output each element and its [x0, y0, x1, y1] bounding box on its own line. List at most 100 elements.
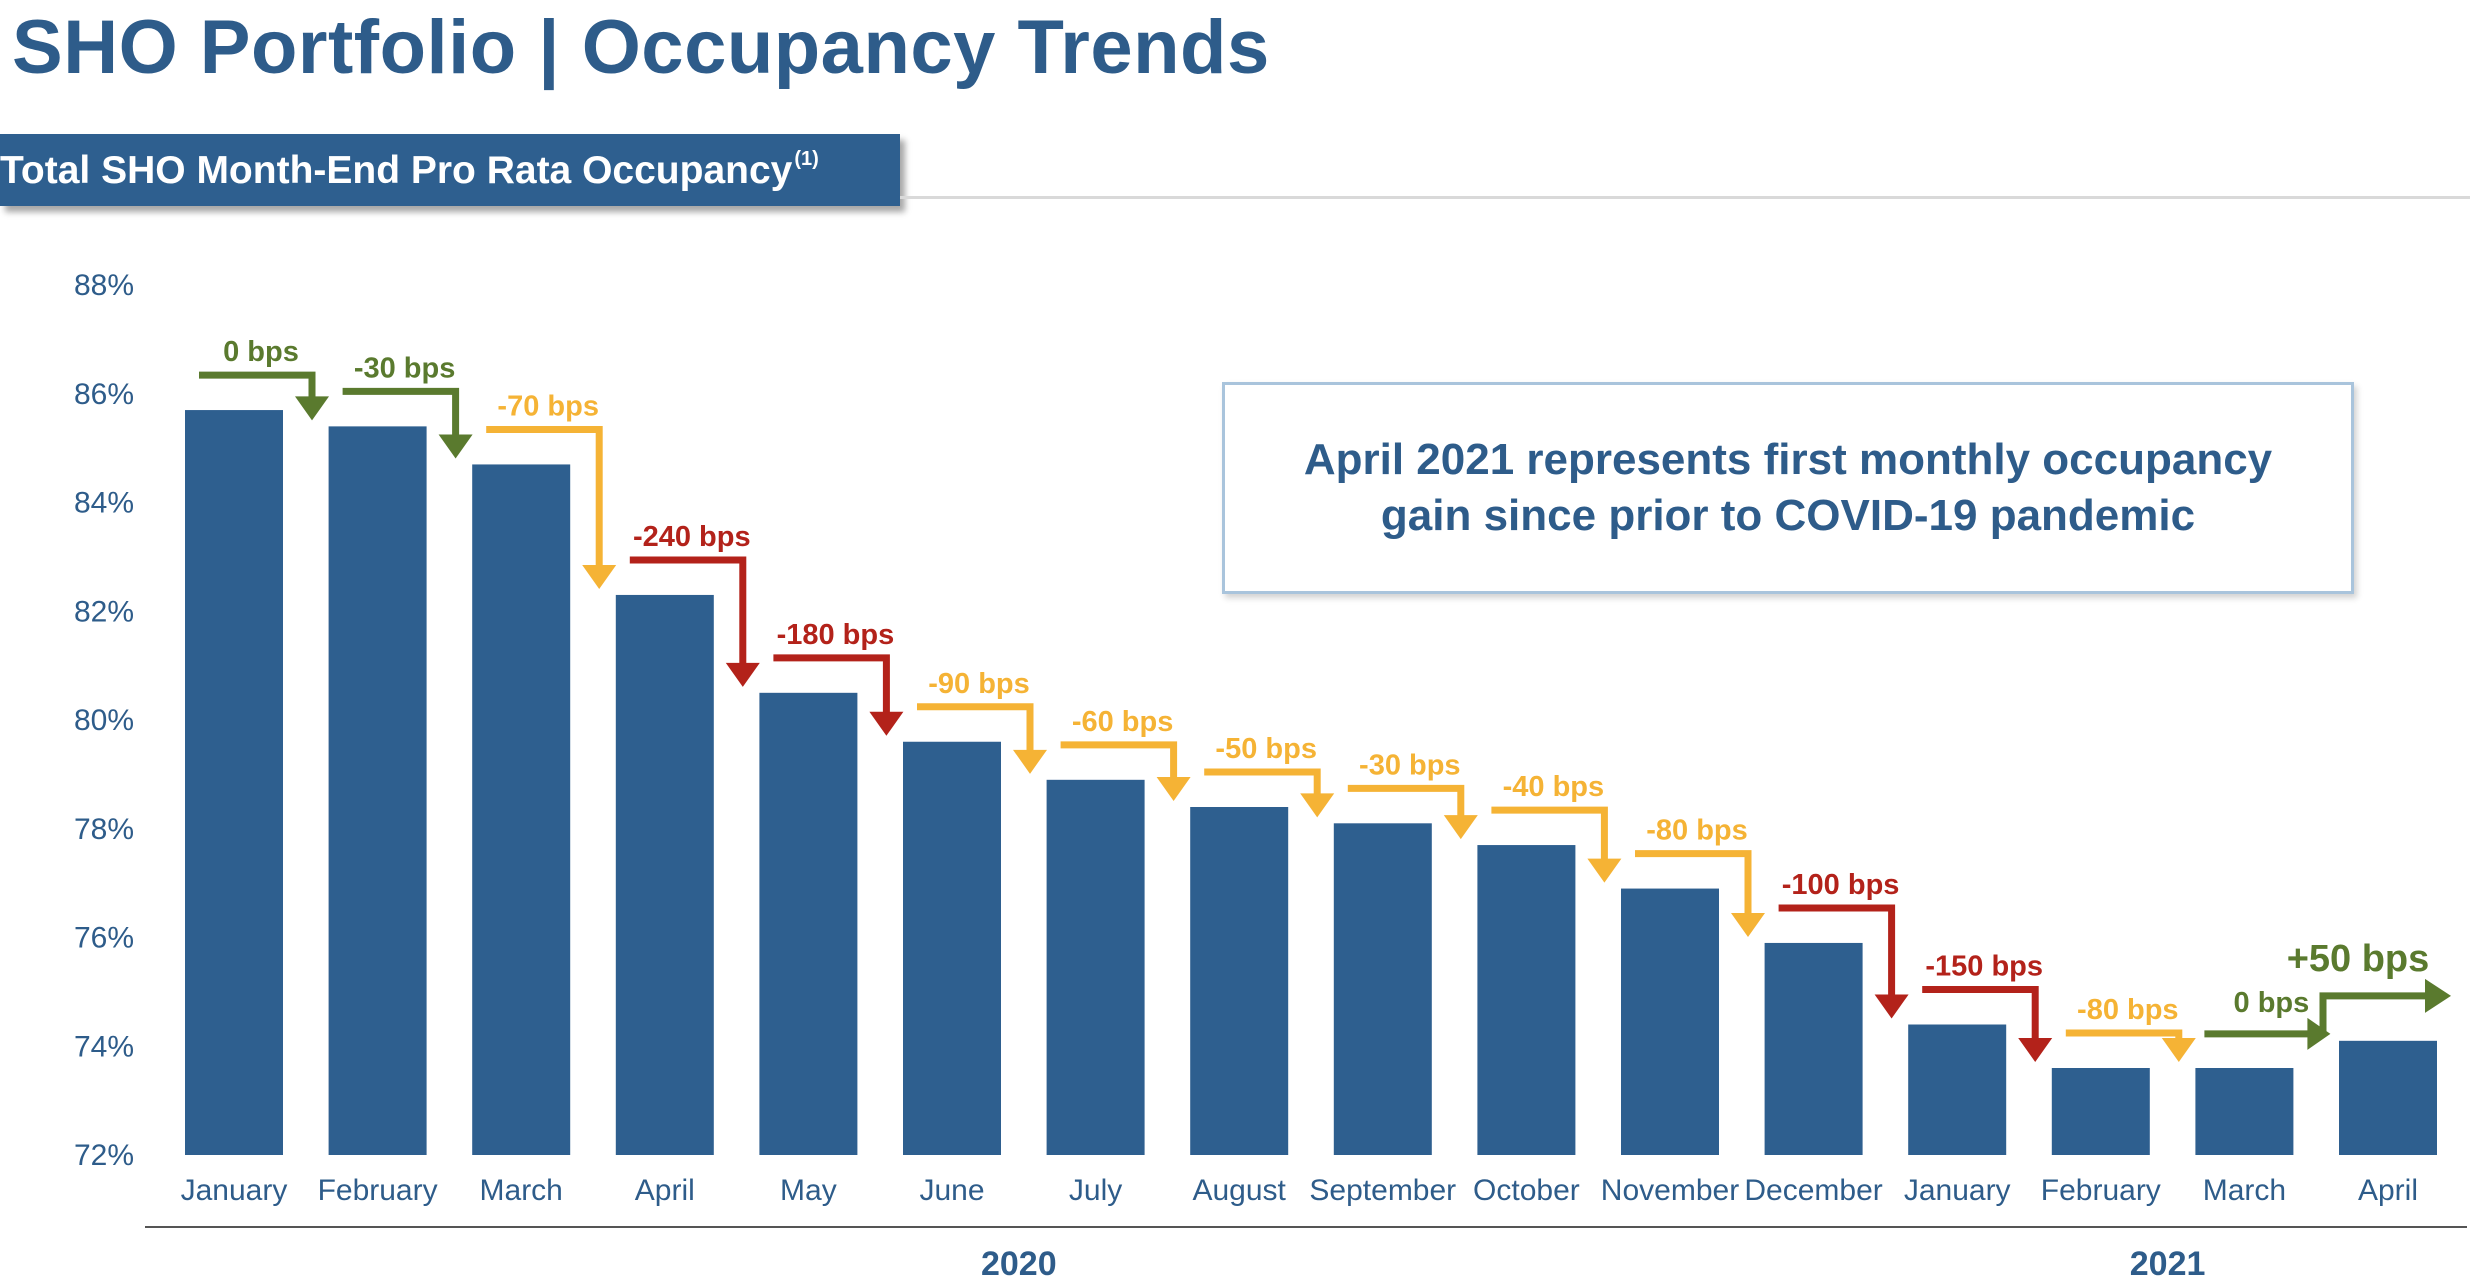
change-arrow-head [2161, 1038, 2196, 1062]
change-arrow-head [869, 711, 904, 736]
y-tick-label: 80% [74, 704, 134, 737]
x-tick-label: February [2041, 1174, 2161, 1207]
bar [2195, 1068, 2294, 1155]
x-tick-label: September [1309, 1174, 1456, 1207]
bar [615, 594, 714, 1155]
change-label: -70 bps [497, 390, 599, 422]
change-label: -100 bps [1782, 869, 1900, 901]
change-arrow [1347, 784, 1465, 820]
change-arrow [1491, 806, 1608, 863]
change-label: -40 bps [1503, 771, 1605, 803]
change-arrow [1778, 904, 1896, 999]
x-tick-label: June [919, 1174, 984, 1207]
change-label: 0 bps [223, 336, 299, 368]
callout-text: April 2021 represents first monthly occu… [1258, 432, 2318, 544]
x-tick-label: May [780, 1174, 837, 1207]
change-label: 0 bps [2234, 987, 2310, 1019]
callout-line-2: gain since prior to COVID-19 pandemic [1380, 491, 2196, 540]
bar [1333, 823, 1432, 1155]
y-tick-label: 72% [74, 1139, 134, 1172]
callout-line-1: April 2021 represents first monthly occu… [1303, 435, 2273, 484]
bar [1908, 1024, 2007, 1155]
x-tick-label: January [181, 1174, 288, 1207]
change-arrow [2065, 1029, 2183, 1042]
change-arrow-head [2018, 1038, 2053, 1062]
change-arrow [199, 371, 316, 401]
change-arrow-head [725, 662, 760, 687]
change-arrow [1204, 768, 1321, 798]
change-arrow [773, 654, 890, 716]
bar [1621, 888, 1719, 1155]
change-label: -60 bps [1072, 706, 1174, 738]
x-tick-label: April [635, 1174, 695, 1207]
change-arrow [1060, 741, 1178, 781]
chart-subtitle: Total SHO Month-End Pro Rata Occupancy (1… [0, 148, 819, 193]
x-tick-label: August [1192, 1174, 1286, 1207]
change-arrow-head [295, 396, 329, 421]
bar [1046, 779, 1145, 1155]
change-label: -50 bps [1215, 733, 1317, 765]
x-tick-label: March [480, 1174, 563, 1207]
bar [1477, 845, 1576, 1155]
change-label: -150 bps [1925, 951, 2043, 983]
subtitle-rule [900, 196, 2470, 199]
change-label: -30 bps [1359, 749, 1461, 781]
change-arrow-head [1443, 815, 1478, 840]
chart-subtitle-text: Total SHO Month-End Pro Rata Occupancy [0, 148, 793, 192]
change-arrow-head [1731, 912, 1765, 937]
change-label: -90 bps [928, 668, 1030, 700]
bar [185, 410, 283, 1155]
change-arrow [342, 387, 460, 439]
y-tick-label: 74% [74, 1030, 134, 1063]
change-label: -30 bps [354, 352, 456, 384]
x-tick-label: November [1601, 1174, 1739, 1207]
x-tick-label: February [318, 1174, 438, 1207]
x-tick-label: July [1069, 1174, 1122, 1207]
y-tick-label: 82% [74, 595, 134, 628]
change-arrow [486, 425, 603, 569]
bar [328, 426, 427, 1155]
chart-subtitle-bar: Total SHO Month-End Pro Rata Occupancy (1… [0, 134, 900, 206]
x-tick-label: April [2358, 1174, 2418, 1207]
change-arrow-head [2307, 1017, 2331, 1050]
footnote-marker: (1) [794, 147, 819, 170]
bar [2339, 1040, 2437, 1155]
change-arrow-head [1874, 994, 1909, 1019]
year-label: 2021 [2130, 1245, 2206, 1280]
bar [903, 741, 1001, 1155]
x-tick-label: December [1744, 1174, 1882, 1207]
bar [1190, 807, 1289, 1155]
change-arrow-head [1013, 749, 1047, 774]
change-label: -80 bps [1646, 815, 1748, 847]
change-arrow [2319, 992, 2428, 1035]
bar [472, 464, 571, 1155]
change-arrow-head [1300, 793, 1335, 818]
change-arrow-head [1587, 858, 1622, 883]
change-arrow [1922, 986, 2039, 1042]
x-tick-label: October [1473, 1174, 1580, 1207]
y-tick-label: 78% [74, 813, 134, 846]
change-arrow [629, 556, 747, 667]
year-label: 2020 [981, 1245, 1057, 1280]
bar [1764, 942, 1863, 1155]
y-tick-label: 84% [74, 487, 134, 520]
x-tick-label: March [2203, 1174, 2286, 1207]
y-tick-label: 86% [74, 378, 134, 411]
change-label: -180 bps [777, 619, 895, 651]
change-arrow-head [582, 564, 617, 589]
change-arrow-head [438, 434, 473, 459]
change-arrow [1635, 850, 1752, 917]
y-tick-label: 88% [74, 269, 134, 302]
change-label: -80 bps [2077, 994, 2179, 1026]
x-tick-label: January [1904, 1174, 2011, 1207]
page-title: SHO Portfolio | Occupancy Trends [12, 5, 1270, 90]
callout-box: April 2021 represents first monthly occu… [1222, 382, 2354, 594]
change-arrow-head [1156, 777, 1191, 801]
y-tick-label: 76% [74, 922, 134, 955]
bar [2051, 1068, 2150, 1155]
change-label: +50 bps [2287, 938, 2430, 980]
bar [759, 692, 858, 1155]
change-arrow-head [2425, 978, 2451, 1013]
change-arrow [917, 703, 1034, 754]
